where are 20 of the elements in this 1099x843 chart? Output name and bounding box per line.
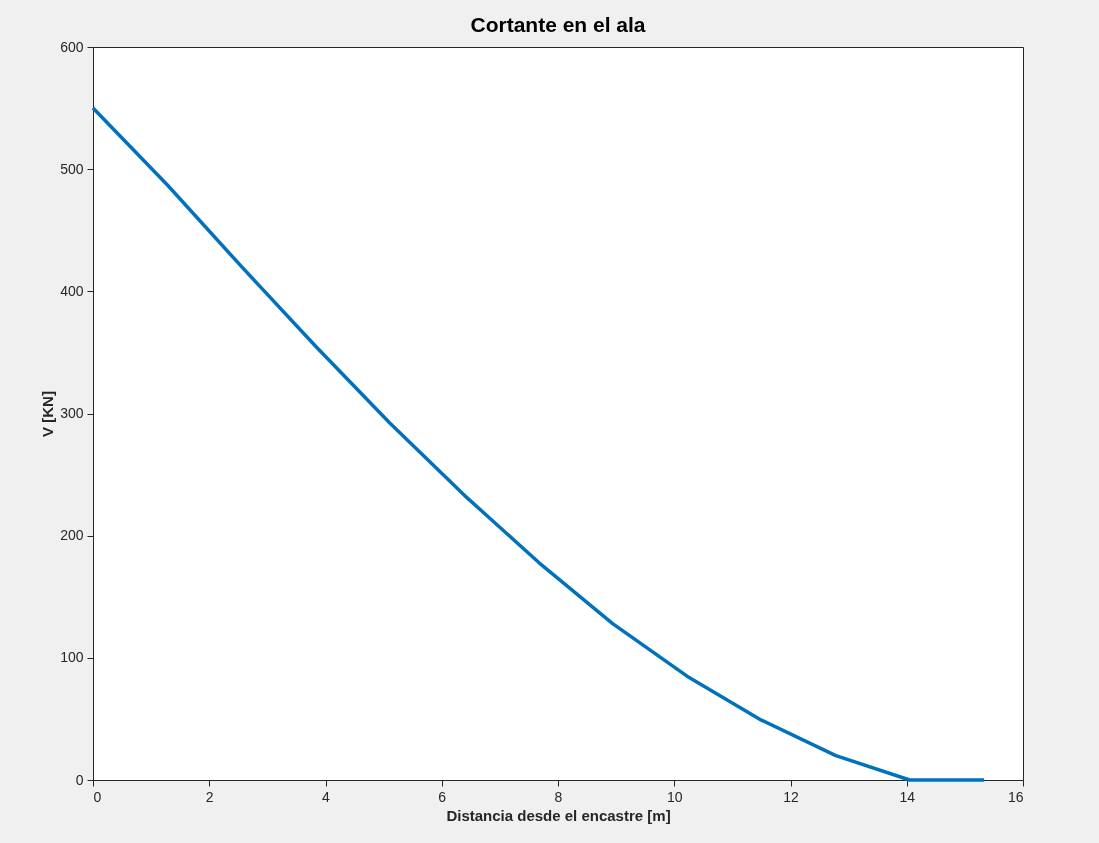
chart-title: Cortante en el ala bbox=[470, 13, 646, 36]
x-tick-label: 10 bbox=[666, 788, 683, 805]
y-tick-label: 400 bbox=[60, 282, 84, 299]
x-axis-title: Distancia desde el encastre [m] bbox=[446, 806, 671, 824]
x-tick-label: 14 bbox=[899, 788, 916, 805]
x-tick-label: 2 bbox=[205, 788, 214, 805]
y-tick-label: 200 bbox=[60, 527, 84, 544]
line-series bbox=[91, 106, 986, 782]
y-tick-label: 100 bbox=[60, 649, 84, 666]
x-tick-label: 6 bbox=[438, 788, 447, 805]
x-tick-label: 16 bbox=[1007, 788, 1024, 805]
y-axis-title: V [KN] bbox=[39, 391, 57, 437]
x-tick-label: 4 bbox=[322, 788, 331, 805]
y-tick-label: 300 bbox=[60, 405, 84, 421]
y-tick-label: 600 bbox=[60, 38, 84, 55]
x-tick-label: 12 bbox=[783, 788, 799, 805]
x-tick-label: 8 bbox=[554, 788, 563, 805]
y-tick-label: 500 bbox=[60, 160, 84, 177]
x-tick-label: 0 bbox=[93, 788, 102, 805]
y-tick-label: 0 bbox=[75, 771, 84, 788]
